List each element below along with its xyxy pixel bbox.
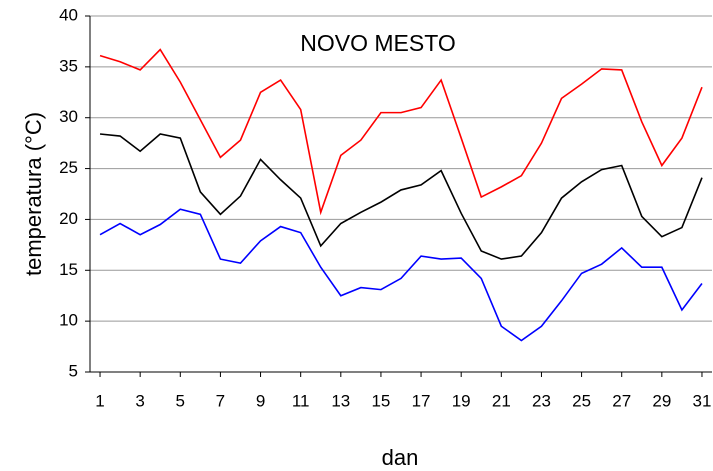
y-tick-label: 20 bbox=[59, 209, 78, 228]
line-series bbox=[99, 133, 703, 260]
x-tick-label: 27 bbox=[612, 391, 631, 410]
x-tick-label: 3 bbox=[135, 391, 144, 410]
y-tick-label: 5 bbox=[69, 361, 78, 380]
x-tick-label: 1 bbox=[95, 391, 104, 410]
x-tick-label: 11 bbox=[292, 391, 310, 410]
x-tick-label: 19 bbox=[452, 391, 471, 410]
chart-title: NOVO MESTO bbox=[300, 30, 456, 56]
line-series bbox=[99, 48, 703, 216]
x-tick-label: 17 bbox=[412, 391, 431, 410]
x-tick-label: 25 bbox=[572, 391, 591, 410]
x-tick-label: 29 bbox=[652, 391, 671, 410]
x-tick-label: 9 bbox=[256, 391, 265, 410]
y-tick-label: 10 bbox=[59, 311, 78, 330]
y-tick-label: 35 bbox=[59, 56, 78, 75]
y-tick-label: 40 bbox=[59, 5, 78, 24]
y-tick-label: 25 bbox=[59, 158, 78, 177]
x-tick-label: 15 bbox=[371, 391, 390, 410]
x-tick-label: 7 bbox=[216, 391, 225, 410]
x-tick-label: 13 bbox=[331, 391, 350, 410]
x-tick-label: 21 bbox=[492, 391, 511, 410]
x-tick-label: 5 bbox=[176, 391, 185, 410]
x-axis-label: dan bbox=[382, 445, 419, 470]
line-series bbox=[99, 208, 703, 342]
x-tick-label: 31 bbox=[693, 391, 712, 410]
y-tick-label: 15 bbox=[59, 260, 78, 279]
y-tick-label: 30 bbox=[59, 107, 78, 126]
y-axis-label: temperatura (°C) bbox=[21, 112, 46, 276]
x-tick-label: 23 bbox=[532, 391, 551, 410]
